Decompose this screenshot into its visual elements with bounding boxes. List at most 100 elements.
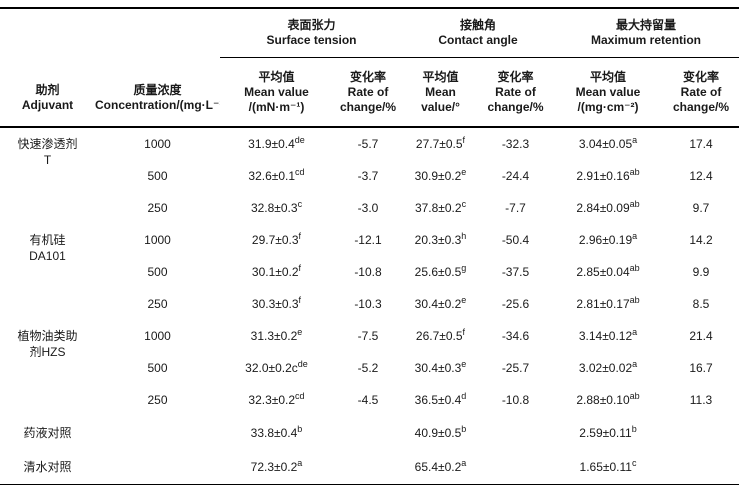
mr-rate-value: 17.4 — [689, 137, 713, 151]
ca-mean-value: 25.6±0.5g — [414, 263, 467, 280]
ca-mean-value: 30.9±0.2e — [414, 167, 467, 184]
ca-rate-value: -7.7 — [505, 201, 526, 215]
ca-mean-value: 26.7±0.5f — [415, 327, 466, 344]
concentration-value: 1000 — [144, 329, 171, 343]
mr-mean-value: 3.02±0.02a — [578, 359, 638, 376]
significance-letter: f — [298, 263, 302, 273]
contact-angle-zh: 接触角 — [459, 18, 496, 32]
mr-mean-value: 3.14±0.12a — [578, 327, 638, 344]
significance-letter: e — [461, 167, 467, 177]
concentration-value: 500 — [147, 169, 168, 183]
subheader-line: Mean value — [244, 84, 309, 99]
mr-rate-value — [663, 450, 739, 485]
concentration-value — [95, 416, 220, 450]
table-row: 清水对照 72.3±0.2a 65.4±0.2a 1.65±0.11c — [0, 450, 739, 485]
st-mean-value: 32.3±0.2cd — [248, 391, 305, 408]
mr-mean-value: 1.65±0.11c — [579, 458, 637, 475]
significance-letter: ab — [629, 167, 640, 177]
mr-rate-value: 11.3 — [689, 393, 713, 407]
st-rate-value: -10.3 — [354, 297, 382, 311]
subheader-line: change/% — [673, 99, 730, 114]
ca-mean-value: 30.4±0.2e — [414, 295, 467, 312]
subheader-line: change/% — [339, 99, 396, 114]
significance-letter: f — [298, 231, 302, 241]
significance-letter: a — [461, 458, 467, 468]
significance-letter: a — [297, 458, 303, 468]
concentration-header-en: Concentration/(mg·L⁻¹) — [95, 98, 220, 112]
paper-table: 助剂 Adjuvant 质量浓度 Concentration/(mg·L⁻¹) … — [0, 7, 739, 485]
mr-rate-value: 8.5 — [692, 297, 710, 311]
ca-rate-value: -24.4 — [501, 169, 530, 183]
st-mean-value: 33.8±0.4b — [250, 424, 303, 441]
significance-letter: ab — [629, 295, 640, 305]
concentration-value: 1000 — [144, 137, 171, 151]
concentration-header-zh: 质量浓度 — [133, 83, 182, 97]
table-row: 500 32.0±0.2cde -5.2 30.4±0.3e -25.7 3.02±0.0… — [0, 352, 739, 384]
group-header-contact-angle: 接触角 Contact angle — [403, 8, 553, 58]
adjuvant-header-zh: 助剂 — [35, 83, 60, 97]
subheader-ca-mean: 平均值 Mean value/° — [403, 57, 478, 128]
mr-mean-value: 2.88±0.10ab — [576, 391, 640, 408]
table-row: 有机硅 DA101 1000 29.7±0.3f -12.1 20.3±0.3h -50.4… — [0, 224, 739, 264]
concentration-column-header: 质量浓度 Concentration/(mg·L⁻¹) — [95, 8, 220, 128]
table-header: 助剂 Adjuvant 质量浓度 Concentration/(mg·L⁻¹) … — [0, 8, 739, 128]
st-mean-value: 72.3±0.2a — [250, 458, 303, 475]
mr-rate-value: 12.4 — [689, 169, 713, 183]
contact-angle-en: Contact angle — [438, 33, 518, 47]
significance-letter: f — [298, 295, 302, 305]
significance-letter: ab — [629, 391, 640, 401]
st-rate-value: -3.0 — [357, 201, 379, 215]
significance-letter: a — [632, 135, 638, 145]
st-rate-value: -5.7 — [357, 137, 379, 151]
subheader-line: change/% — [487, 99, 544, 114]
st-rate-value: -7.5 — [357, 329, 379, 343]
ca-rate-value: -37.5 — [501, 265, 530, 279]
ca-mean-value: 40.9±0.5b — [414, 424, 467, 441]
st-rate-value: -12.1 — [354, 233, 382, 247]
adjuvant-label: 有机硅 DA101 — [29, 233, 66, 263]
subheader-line: 平均值 — [258, 69, 295, 84]
subheader-st-rate: 变化率 Rate of change/% — [333, 57, 403, 128]
subheader-line: 平均值 — [422, 69, 459, 84]
st-rate-value: -5.2 — [357, 361, 379, 375]
significance-letter: a — [632, 231, 638, 241]
significance-letter: b — [461, 424, 467, 434]
subheader-line: 变化率 — [497, 69, 534, 84]
table-row: 药液对照 33.8±0.4b 40.9±0.5b 2.59±0.11b — [0, 416, 739, 450]
table-row: 250 32.3±0.2cd -4.5 36.5±0.4d -10.8 2.88±0.10… — [0, 384, 739, 416]
ca-mean-value: 65.4±0.2a — [414, 458, 467, 475]
subheader-ca-rate: 变化率 Rate of change/% — [478, 57, 553, 128]
significance-letter: b — [297, 424, 303, 434]
mr-rate-value: 9.9 — [692, 265, 710, 279]
subheader-line: /(mg·cm⁻²) — [577, 99, 639, 114]
mr-rate-value — [663, 416, 739, 450]
concentration-value: 250 — [147, 201, 168, 215]
ca-rate-value: -25.6 — [501, 297, 530, 311]
ca-rate-value: -34.6 — [501, 329, 530, 343]
significance-letter: c — [297, 199, 303, 209]
concentration-value: 250 — [147, 297, 168, 311]
significance-letter: a — [632, 327, 638, 337]
st-mean-value: 32.8±0.3c — [250, 199, 303, 216]
table-body: 快速渗透剂 T 1000 31.9±0.4de -5.7 27.7±0.5f -32.3 3.… — [0, 127, 739, 485]
subheader-line: Mean — [425, 84, 456, 99]
significance-letter: a — [632, 359, 638, 369]
mr-mean-value: 2.59±0.11b — [579, 424, 637, 441]
concentration-value: 1000 — [144, 233, 171, 247]
ca-mean-value: 30.4±0.3e — [414, 359, 467, 376]
subheader-line: 变化率 — [683, 69, 720, 84]
table-row: 500 30.1±0.2f -10.8 25.6±0.5g -37.5 2.85±0.04… — [0, 256, 739, 288]
st-rate-value: -3.7 — [357, 169, 379, 183]
significance-letter: e — [461, 295, 467, 305]
adjuvant-label: 药液对照 — [23, 426, 72, 440]
maximum-retention-en: Maximum retention — [591, 33, 702, 47]
adjuvant-label: 快速渗透剂 T — [17, 137, 78, 167]
subheader-st-mean: 平均值 Mean value /(mN·m⁻¹) — [220, 57, 333, 128]
ca-rate-value: -25.7 — [501, 361, 530, 375]
concentration-value: 250 — [147, 393, 168, 407]
subheader-line: value/° — [421, 99, 460, 114]
ca-rate-value: -50.4 — [501, 233, 530, 247]
group-header-surface-tension: 表面张力 Surface tension — [220, 8, 403, 58]
concentration-value — [95, 450, 220, 485]
subheader-line: Rate of — [680, 84, 722, 99]
